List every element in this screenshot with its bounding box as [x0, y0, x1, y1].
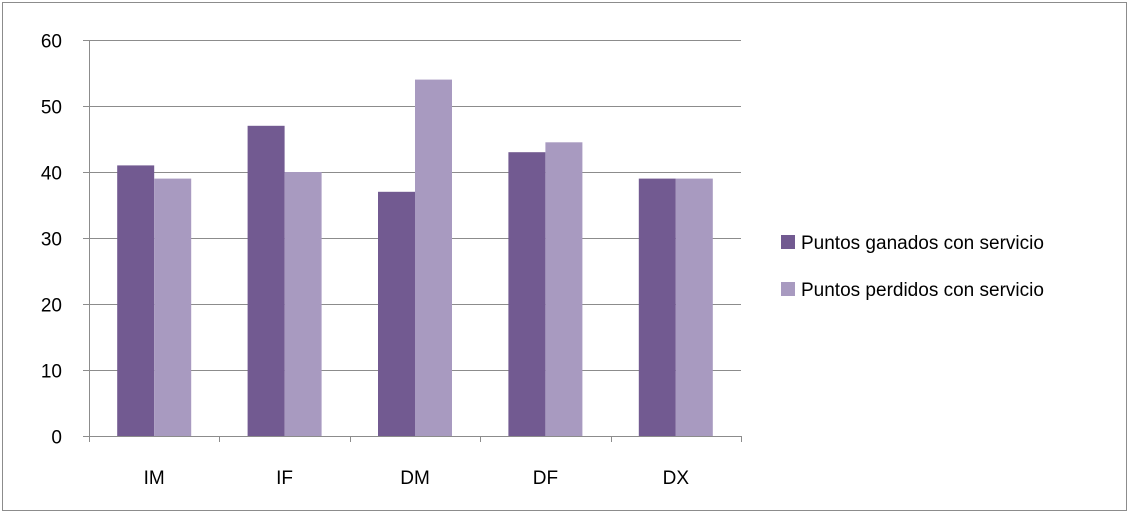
legend-swatch-1 [781, 235, 795, 249]
bars [117, 79, 713, 437]
y-tick-label: 20 [41, 296, 62, 317]
y-tick-label: 10 [41, 362, 62, 383]
x-tick-label: IM [144, 468, 165, 489]
bar-im-series-2 [154, 178, 192, 436]
bar-if-series-2 [284, 172, 322, 436]
x-tick-label: DF [533, 468, 558, 489]
y-tick-label: 60 [41, 32, 62, 53]
y-tick-label: 40 [41, 164, 62, 185]
legend-label-2: Puntos perdidos con servicio [801, 280, 1044, 301]
x-tick-label: DX [663, 468, 690, 489]
axes [83, 40, 742, 442]
y-tick-label: 30 [41, 230, 62, 251]
legend: Puntos ganados con servicio Puntos perdid… [781, 233, 1044, 301]
bar-df-series-1 [508, 152, 546, 436]
bar-dm-series-2 [415, 79, 452, 436]
bar-dx-series-2 [675, 178, 713, 436]
x-tick-label: IF [276, 468, 293, 489]
legend-swatch-2 [781, 282, 795, 296]
x-tick-labels: IM IF DM DF DX [144, 468, 690, 489]
bar-im-series-1 [117, 165, 155, 436]
bar-dx-series-1 [638, 178, 676, 436]
bar-dm-series-1 [378, 191, 415, 436]
bar-df-series-2 [545, 142, 583, 437]
y-tick-label: 50 [41, 98, 62, 119]
x-tick-label: DM [400, 468, 430, 489]
bar-if-series-1 [247, 125, 285, 437]
y-tick-labels: 0 10 20 30 40 50 60 [41, 32, 62, 449]
y-tick-label: 0 [51, 428, 62, 449]
legend-label-1: Puntos ganados con servicio [801, 233, 1044, 254]
